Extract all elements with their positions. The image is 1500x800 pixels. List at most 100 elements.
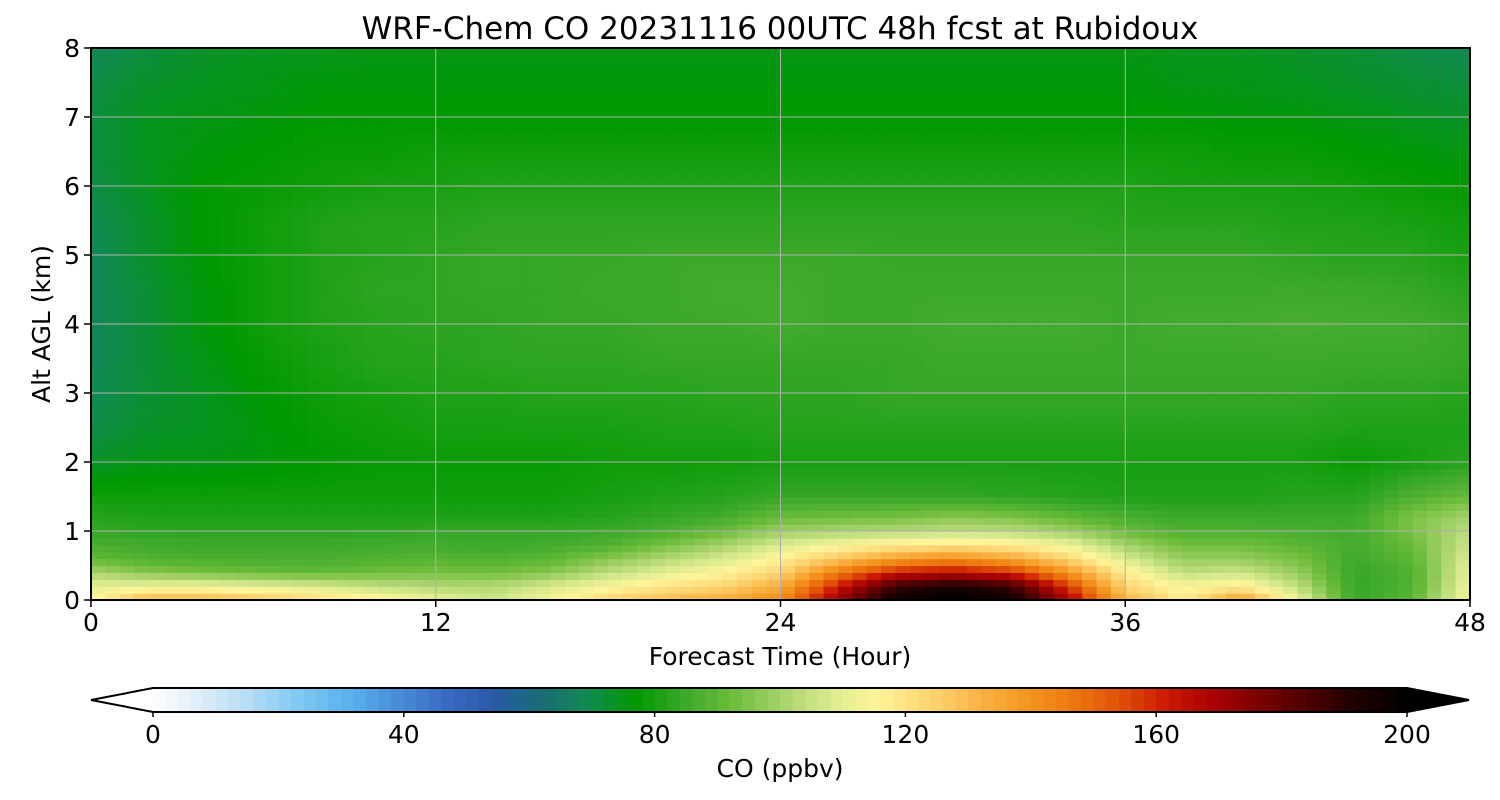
heatmap-cell — [737, 413, 753, 422]
heatmap-cell — [1067, 448, 1083, 456]
heatmap-cell — [263, 248, 279, 256]
heatmap-cell — [565, 558, 580, 567]
heatmap-cell — [694, 268, 710, 277]
heatmap-cell — [651, 317, 667, 325]
heatmap-cell — [306, 537, 322, 546]
heatmap-cell — [794, 551, 810, 560]
heatmap-cell — [1383, 317, 1399, 325]
heatmap-cell — [1197, 579, 1213, 587]
heatmap-cell — [1211, 489, 1227, 498]
heatmap-cell — [909, 579, 925, 587]
heatmap-cell — [1225, 489, 1241, 498]
heatmap-cell — [1082, 579, 1098, 587]
heatmap-cell — [823, 496, 839, 504]
heatmap-cell — [1182, 248, 1198, 256]
heatmap-cell — [392, 517, 408, 525]
heatmap-cell — [837, 455, 853, 463]
heatmap-cell — [220, 586, 236, 594]
heatmap-cell — [421, 330, 437, 339]
heatmap-cell — [263, 379, 279, 387]
heatmap-cell — [1125, 482, 1141, 491]
heatmap-cell — [249, 296, 264, 304]
heatmap-cell — [363, 351, 379, 360]
heatmap-cell — [981, 496, 997, 504]
heatmap-cell — [622, 406, 638, 415]
heatmap-cell — [1139, 593, 1155, 600]
heatmap-cell — [565, 537, 580, 546]
heatmap-cell — [148, 524, 164, 532]
heatmap-cell — [363, 531, 379, 539]
heatmap-cell — [435, 537, 451, 546]
heatmap-cell — [1455, 448, 1470, 456]
heatmap-cell — [363, 593, 379, 600]
heatmap-cell — [1211, 510, 1227, 518]
heatmap-cell — [952, 337, 968, 346]
heatmap-cell — [1283, 413, 1299, 422]
heatmap-cell — [565, 579, 580, 587]
heatmap-cell — [249, 317, 264, 325]
heatmap-cell — [1153, 482, 1169, 491]
heatmap-cell — [665, 413, 681, 422]
heatmap-cell — [1398, 351, 1414, 360]
heatmap-cell — [1283, 399, 1299, 408]
heatmap-cell — [1340, 413, 1356, 422]
heatmap-cell — [421, 289, 437, 297]
heatmap-cell — [1297, 448, 1313, 456]
heatmap-cell — [91, 296, 106, 304]
heatmap-cell — [852, 379, 868, 387]
heatmap-cell — [1197, 517, 1213, 525]
heatmap-cell — [679, 358, 695, 366]
heatmap-cell — [1039, 524, 1055, 532]
heatmap-cell — [1297, 427, 1313, 435]
heatmap-cell — [234, 248, 250, 256]
heatmap-cell — [881, 275, 897, 284]
heatmap-cell — [464, 475, 480, 484]
heatmap-cell — [1225, 406, 1241, 415]
heatmap-cell — [435, 551, 451, 560]
heatmap-cell — [1153, 524, 1169, 532]
heatmap-cell — [952, 427, 968, 435]
heatmap-cell — [823, 399, 839, 408]
heatmap-cell — [478, 558, 494, 567]
heatmap-cell — [924, 406, 940, 415]
heatmap-cell — [91, 393, 106, 401]
heatmap-cell — [378, 455, 394, 463]
heatmap-cell — [938, 572, 954, 580]
heatmap-cell — [249, 489, 264, 498]
heatmap-cell — [148, 337, 164, 346]
heatmap-cell — [1412, 282, 1428, 291]
heatmap-cell — [565, 248, 580, 256]
heatmap-cell — [995, 337, 1011, 346]
heatmap-cell — [1383, 255, 1399, 263]
heatmap-cell — [737, 441, 753, 449]
heatmap-cell — [177, 427, 193, 435]
heatmap-cell — [1383, 482, 1399, 491]
heatmap-cell — [1053, 455, 1069, 463]
heatmap-cell — [148, 303, 164, 311]
heatmap-cell — [1096, 427, 1112, 435]
heatmap-cell — [536, 503, 552, 511]
heatmap-cell — [134, 275, 150, 284]
heatmap-cell — [1398, 448, 1414, 456]
heatmap-cell — [134, 241, 150, 249]
heatmap-cell — [852, 593, 868, 600]
heatmap-cell — [1211, 289, 1227, 297]
heatmap-cell — [881, 344, 897, 353]
heatmap-cell — [1053, 586, 1069, 594]
heatmap-cell — [1139, 503, 1155, 511]
heatmap-cell — [277, 531, 293, 539]
heatmap-cell — [421, 441, 437, 449]
heatmap-cell — [751, 241, 767, 249]
heatmap-cell — [177, 517, 193, 525]
heatmap-cell — [737, 261, 753, 270]
heatmap-cell — [1024, 365, 1040, 373]
heatmap-cell — [392, 351, 408, 360]
heatmap-cell — [464, 337, 480, 346]
heatmap-cell — [1268, 372, 1284, 380]
heatmap-cell — [794, 482, 810, 491]
heatmap-cell — [1024, 531, 1040, 539]
heatmap-cell — [1153, 510, 1169, 518]
heatmap-cell — [708, 531, 724, 539]
heatmap-cell — [363, 468, 379, 477]
heatmap-cell — [1283, 275, 1299, 284]
